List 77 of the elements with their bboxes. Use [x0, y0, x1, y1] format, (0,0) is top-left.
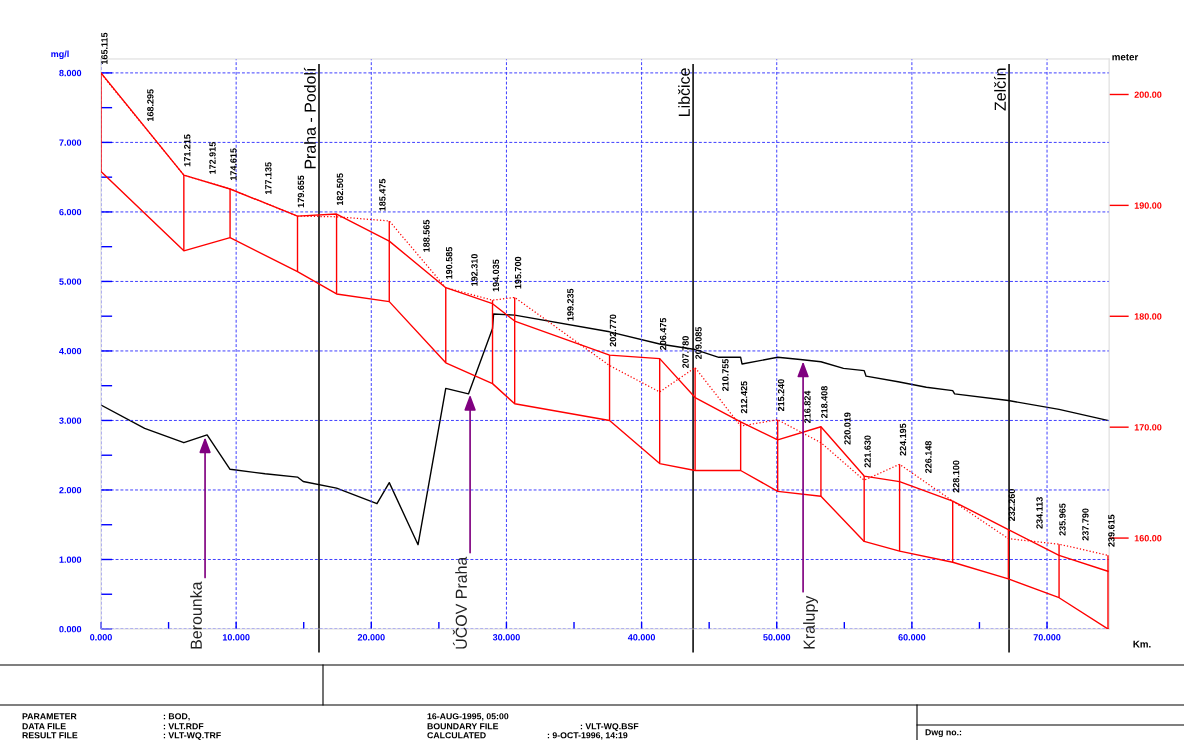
annotation: 179.655 [297, 175, 305, 208]
ref-line-label: Zelčín [993, 68, 1006, 111]
annotation: 216.824 [804, 390, 811, 423]
text: Dwg no.: [925, 729, 962, 738]
x-tick-label: 20.000 [357, 634, 385, 641]
annotation: 234.113 [1036, 497, 1043, 529]
annotation: 177.135 [265, 162, 272, 194]
annotation: 209.085 [695, 326, 702, 359]
annotation: 226.148 [925, 440, 932, 473]
y2-tick-label: 190.00 [1134, 202, 1162, 209]
annotation: 218.408 [821, 386, 828, 419]
y-tick-label: 3.000 [59, 417, 82, 424]
y2-tick-label: 160.00 [1134, 535, 1162, 542]
text: 16-AUG-1995, 05:00 [427, 713, 509, 721]
annotation: 232.260 [1008, 489, 1015, 521]
annotation: 185.475 [379, 178, 386, 211]
y-tick-label: 5.000 [59, 278, 82, 285]
x-tick-label: 0.000 [90, 634, 112, 641]
annotation: Kralupy [803, 595, 818, 649]
x-tick-label: 40.000 [627, 634, 656, 641]
text: RESULT FILE [22, 732, 78, 739]
annotation: 212.425 [740, 381, 748, 414]
annotation: 168.295 [147, 89, 154, 121]
y2-tick-label: 200.00 [1134, 91, 1162, 98]
text: DATA FILE [22, 723, 66, 730]
y-tick-label: 8.000 [59, 69, 82, 77]
annotation: 207.780 [682, 336, 689, 369]
annotation: 235.965 [1059, 503, 1066, 536]
text: CALCULATED [427, 732, 486, 739]
x-tick-label: 30.000 [492, 634, 520, 641]
annotation: 171.215 [184, 134, 191, 167]
text: : VLT-WQ.TRF [163, 732, 221, 740]
text: : BOD, [163, 713, 190, 721]
x-axis-title: Km. [1133, 640, 1151, 648]
annotation: 172.915 [209, 142, 216, 174]
annotation: 228.100 [952, 460, 960, 493]
y-tick-label: 7.000 [59, 139, 82, 146]
ref-line-label: Praha - Podolí [303, 67, 316, 169]
annotation: 210.755 [722, 358, 729, 391]
annotation: 237.790 [1082, 508, 1089, 541]
annotation: 239.615 [1108, 514, 1115, 547]
annotation: 192.310 [471, 254, 478, 286]
y-axis-title: mg/l [51, 50, 69, 59]
y-tick-label: 4.000 [59, 347, 82, 355]
annotation: 188.565 [423, 219, 430, 252]
annotation: 165.115 [101, 32, 108, 64]
annotation: 195.700 [514, 256, 522, 289]
text: : 9-OCT-1996, 14:19 [547, 732, 628, 740]
annotation: 221.630 [864, 435, 871, 468]
y2-tick-label: 170.00 [1134, 424, 1162, 431]
x-tick-label: 10.000 [222, 634, 250, 641]
y-tick-label: 2.000 [59, 486, 82, 494]
annotation: 194.035 [492, 259, 500, 292]
annotation: 224.195 [899, 423, 907, 456]
text: PARAMETER [22, 713, 77, 720]
annotation: 190.585 [445, 246, 453, 279]
annotation: 206.475 [659, 317, 667, 350]
annotation: 199.235 [567, 288, 574, 321]
y-tick-label: 0.000 [59, 625, 82, 633]
annotation: 202.770 [609, 314, 617, 347]
y-tick-label: 6.000 [59, 208, 82, 216]
annotation: 220.019 [844, 412, 851, 445]
x-tick-label: 70.000 [1033, 634, 1061, 641]
y2-tick-label: 180.00 [1134, 313, 1162, 320]
text: : VLT-WQ.BSF [580, 723, 639, 731]
text: BOUNDARY FILE [427, 723, 499, 730]
annotation: 182.505 [336, 173, 344, 206]
x-tick-label: 60.000 [898, 634, 926, 641]
annotation: ÚČOV Praha [452, 556, 467, 649]
y2-axis-title: meter [1112, 54, 1139, 61]
y-tick-label: 1.000 [59, 556, 82, 563]
annotation: 174.615 [230, 148, 237, 181]
x-tick-label: 50.000 [763, 634, 791, 641]
annotation: Berounka [190, 581, 202, 649]
text: : VLT.RDF [163, 723, 204, 730]
annotation: 215.240 [777, 379, 785, 412]
ref-line-label: Libčice [678, 68, 690, 116]
